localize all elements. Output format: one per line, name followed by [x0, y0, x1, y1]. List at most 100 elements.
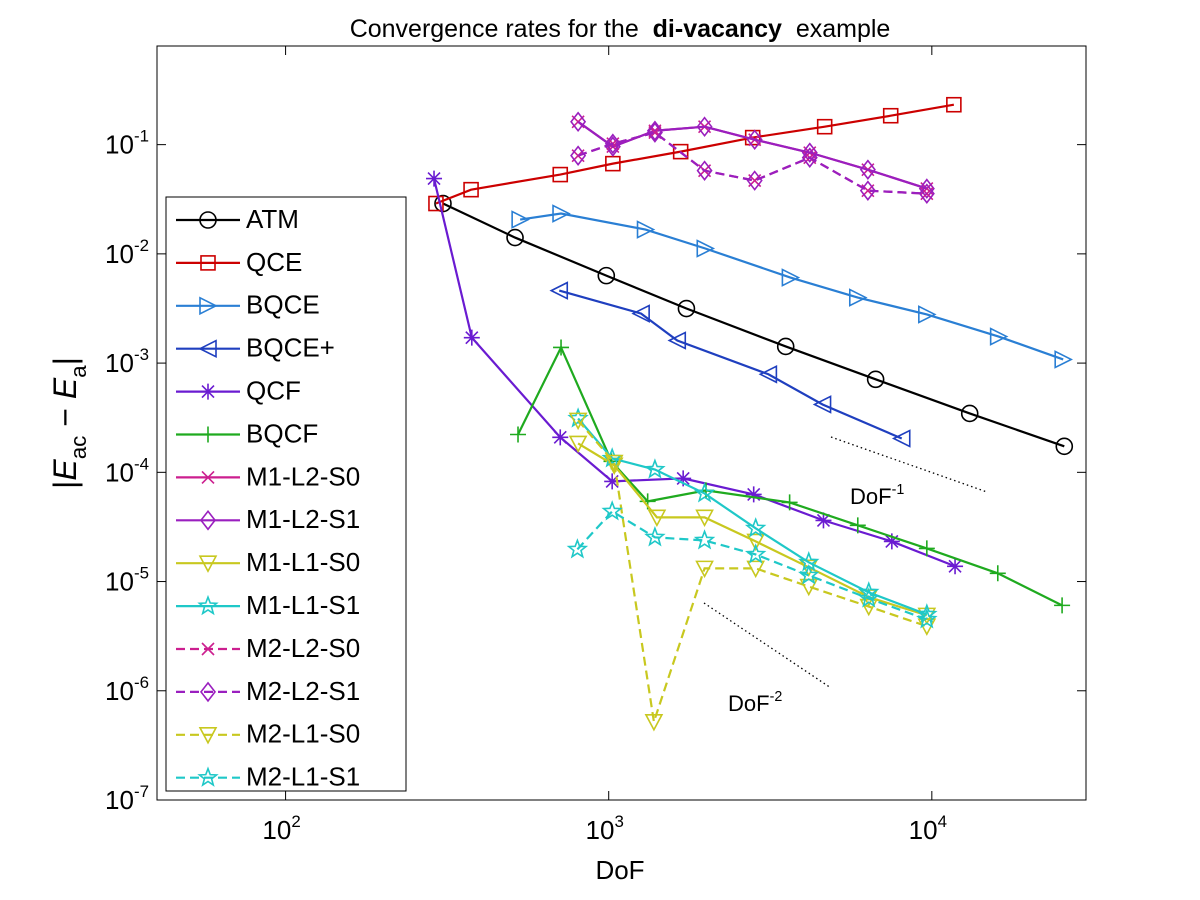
- marker: [696, 239, 716, 258]
- marker: [199, 211, 217, 229]
- marker: [644, 526, 666, 547]
- marker: [199, 509, 217, 531]
- legend-label: BQCE+: [246, 333, 335, 363]
- reference-slope-line: [703, 602, 832, 689]
- marker: [744, 517, 767, 538]
- marker: [570, 111, 587, 133]
- marker: [667, 331, 687, 350]
- y-tick-label: 10-6: [105, 673, 149, 706]
- marker: [781, 494, 798, 511]
- marker: [918, 178, 935, 199]
- y-tick-label: 10-1: [105, 127, 149, 160]
- marker: [601, 500, 623, 521]
- series-line: [519, 212, 1064, 361]
- marker: [201, 642, 215, 656]
- marker: [549, 281, 569, 300]
- marker: [858, 581, 880, 602]
- marker: [859, 159, 876, 180]
- marker: [201, 470, 215, 484]
- marker: [198, 339, 217, 358]
- marker: [746, 560, 766, 579]
- marker: [568, 412, 588, 431]
- series-line: [576, 509, 928, 621]
- series: [511, 204, 1073, 369]
- marker: [199, 296, 218, 316]
- marker: [506, 228, 524, 247]
- series-line: [577, 131, 927, 195]
- marker: [568, 435, 588, 454]
- marker: [859, 180, 876, 201]
- marker: [812, 395, 832, 414]
- marker: [695, 560, 714, 579]
- marker: [776, 337, 795, 356]
- chart-title-part: example: [796, 15, 891, 43]
- series-line: [558, 289, 903, 440]
- y-tick-label: 10-3: [105, 345, 149, 378]
- marker: [918, 305, 937, 324]
- marker: [918, 540, 935, 557]
- marker: [758, 364, 778, 384]
- marker: [552, 166, 569, 183]
- marker: [197, 766, 219, 787]
- chart-title-part: di-vacancy: [653, 15, 782, 43]
- marker: [746, 170, 763, 191]
- marker: [675, 470, 692, 487]
- marker: [463, 181, 479, 198]
- series: [510, 339, 1071, 614]
- marker: [677, 299, 696, 318]
- marker: [798, 564, 820, 585]
- marker: [597, 266, 616, 285]
- series: [549, 281, 911, 448]
- marker: [693, 529, 716, 550]
- series: [566, 500, 938, 629]
- marker: [647, 509, 667, 528]
- legend-label: M2-L1-S1: [246, 762, 360, 792]
- annotation: DoF-2: [728, 689, 782, 716]
- marker: [570, 145, 587, 166]
- marker: [989, 565, 1006, 582]
- marker: [553, 339, 570, 356]
- marker: [801, 147, 818, 168]
- marker: [989, 327, 1009, 346]
- marker: [604, 136, 621, 157]
- series: [570, 122, 935, 204]
- annotation: DoF-1: [850, 482, 904, 509]
- marker: [604, 454, 624, 473]
- series-line: [442, 202, 1065, 448]
- marker: [200, 255, 216, 271]
- marker: [604, 473, 621, 490]
- legend-label: M2-L1-S0: [246, 719, 360, 749]
- marker: [916, 603, 938, 624]
- legend-label: ATM: [246, 204, 299, 234]
- marker: [604, 133, 621, 155]
- marker: [816, 118, 833, 135]
- legend-label: M2-L2-S0: [246, 633, 360, 663]
- marker: [882, 107, 899, 124]
- marker: [1054, 350, 1073, 369]
- marker: [644, 458, 666, 479]
- marker: [960, 404, 979, 423]
- x-axis-label: DoF: [595, 855, 644, 885]
- reference-slope-line: [830, 436, 988, 493]
- marker: [746, 129, 763, 150]
- marker: [1054, 597, 1071, 614]
- marker: [426, 170, 443, 187]
- series: [434, 194, 1074, 456]
- series-line: [517, 344, 1063, 607]
- marker: [510, 426, 527, 443]
- chart-title-part: Convergence rates for the: [350, 15, 639, 43]
- marker: [781, 268, 801, 287]
- chart-title: Convergence rates for the di-vacancy exa…: [350, 15, 891, 43]
- marker: [696, 160, 713, 181]
- legend-label: M1-L1-S1: [246, 590, 360, 620]
- marker: [946, 96, 962, 113]
- x-tick-label: 102: [262, 812, 300, 845]
- x-tick-label: 103: [586, 812, 624, 845]
- marker: [566, 538, 589, 559]
- marker: [198, 726, 218, 745]
- x-tick-label: 104: [909, 812, 947, 845]
- marker: [745, 486, 762, 503]
- marker: [428, 195, 444, 212]
- legend-label: BQCE: [246, 290, 320, 320]
